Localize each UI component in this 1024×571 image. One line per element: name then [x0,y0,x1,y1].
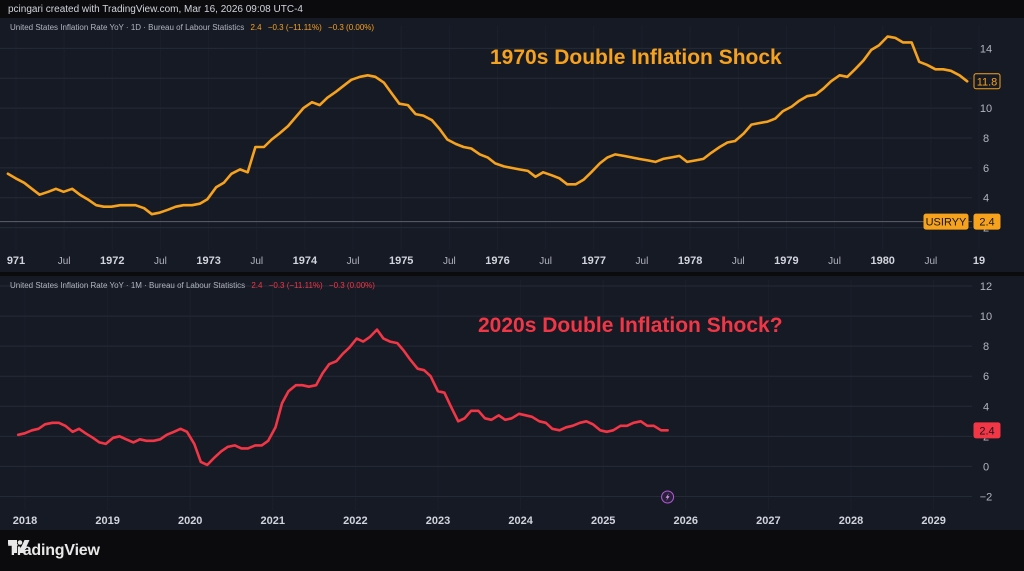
legend-value: 2.4 [251,281,263,290]
legend-1970s: United States Inflation Rate YoY · 1D · … [10,23,374,32]
x-tick-label: 2026 [674,515,698,527]
x-tick-label: 971 [7,255,25,267]
x-tick-label: 2024 [508,515,533,527]
x-tick-label: 1974 [293,255,318,267]
legend-change: −0.3 (−11.11%) [267,23,322,32]
chart-1970s-svg[interactable]: 2468101214971Jul1972Jul1973Jul1974Jul197… [0,18,1024,272]
x-tick-label: 2025 [591,515,615,527]
legend-title: United States Inflation Rate YoY · 1D · … [10,23,245,32]
x-tick-label: Jul [154,256,167,267]
x-tick-label: 2029 [921,515,945,527]
series-line [16,328,669,467]
tradingview-footer[interactable]: TradingView [8,540,100,562]
lightning-glyph [665,493,670,501]
y-tick-label: −2 [980,491,993,503]
legend-change: −0.3 (−11.11%) [268,281,323,290]
x-tick-label: 2023 [426,515,450,527]
legend-change-pct: −0.3 (0.00%) [328,281,375,290]
chart-panel-2020s[interactable]: −202468101220182019202020212022202320242… [0,276,1024,530]
x-tick-label: 2028 [839,515,863,527]
y-tick-label: 4 [983,401,989,413]
y-tick-label: 8 [983,133,989,145]
tradingview-logo-icon [8,540,30,553]
y-tick-label: 12 [980,281,992,293]
y-tick-label: 8 [983,341,989,353]
x-tick-label: 1975 [389,255,413,267]
price-label: 2.4 [979,217,994,229]
y-tick-label: 10 [980,311,992,323]
price-label: 11.8 [977,76,998,88]
legend-change-pct: −0.3 (0.00%) [328,23,375,32]
price-label: 2.4 [979,425,994,437]
x-tick-label: Jul [443,256,456,267]
price-label-box [973,73,1001,90]
price-label-box [973,422,1001,439]
x-tick-label: 1973 [196,255,220,267]
legend-value: 2.4 [250,23,262,32]
x-tick-label: 19 [973,255,985,267]
price-label: USIRYY [926,217,967,229]
chart-2020s-svg[interactable]: −202468101220182019202020212022202320242… [0,276,1024,530]
legend-title: United States Inflation Rate YoY · 1M · … [10,281,246,290]
x-tick-label: 2020 [178,515,202,527]
price-label-box [973,213,1001,230]
legend-2020s: United States Inflation Rate YoY · 1M · … [10,281,375,290]
x-tick-label: 2022 [343,515,367,527]
y-tick-label: 6 [983,163,989,175]
x-tick-label: 1972 [100,255,124,267]
chart-title-2020s: 2020s Double Inflation Shock? [478,314,783,337]
y-tick-label: 4 [983,193,989,205]
y-tick-label: 0 [983,461,989,473]
x-tick-label: 2019 [95,515,119,527]
x-tick-label: 1976 [485,255,509,267]
x-tick-label: Jul [636,256,649,267]
header-credit: pcingari created with TradingView.com, M… [8,4,303,15]
x-tick-label: Jul [58,256,71,267]
y-tick-label: 10 [980,103,992,115]
x-tick-label: Jul [347,256,360,267]
x-tick-label: 2018 [13,515,37,527]
x-tick-label: Jul [250,256,263,267]
x-tick-label: 2027 [756,515,780,527]
x-tick-label: 1980 [870,255,894,267]
tradingview-brand: TradingView [8,542,100,559]
x-tick-label: Jul [539,256,552,267]
price-label-box [923,213,969,230]
x-tick-label: Jul [924,256,937,267]
x-tick-label: Jul [828,256,841,267]
x-tick-label: Jul [732,256,745,267]
y-tick-label: 14 [980,43,992,55]
x-tick-label: 1977 [582,255,606,267]
y-tick-label: 6 [983,371,989,383]
series-line [6,35,969,216]
chart-panel-1970s[interactable]: 2468101214971Jul1972Jul1973Jul1974Jul197… [0,18,1024,272]
x-tick-label: 1979 [774,255,798,267]
chart-title-1970s: 1970s Double Inflation Shock [490,46,782,69]
x-tick-label: 1978 [678,255,702,267]
x-tick-label: 2021 [261,515,285,527]
